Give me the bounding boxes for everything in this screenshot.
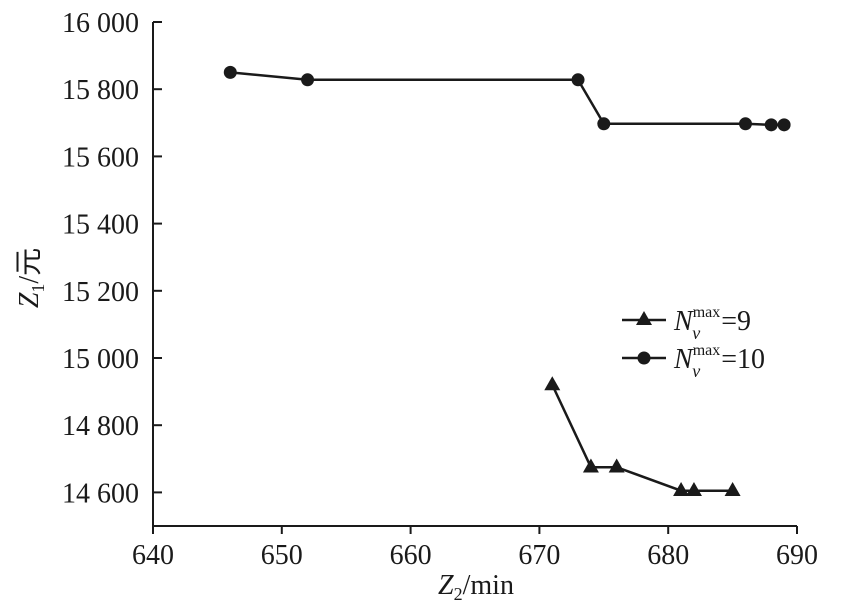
- data-point-circle: [597, 117, 611, 131]
- data-point-circle: [301, 73, 315, 87]
- series-line: [551, 384, 733, 492]
- y-axis-ticks: 14 600 14 800 15 000 15 200 15 400 15 600 15 8…: [62, 8, 162, 509]
- y-tick-label: 15 800: [62, 75, 139, 106]
- y-tick-label: 15 200: [62, 277, 139, 308]
- data-point-triangle: [544, 376, 561, 391]
- series-layer: [223, 65, 791, 497]
- y-tick-label: 14 600: [62, 478, 139, 509]
- legend-marker-circle: [637, 351, 651, 365]
- legend: Nmax v =9 Nmax v =10: [622, 304, 765, 381]
- y-axis-label: Z1/元: [14, 248, 48, 308]
- y-tick-label: 16 000: [62, 8, 139, 39]
- data-point-circle: [777, 118, 791, 132]
- legend-label-series-1: Nmax v =9: [673, 304, 751, 343]
- legend-item-series-1: Nmax v =9: [622, 304, 751, 343]
- data-point-triangle: [582, 458, 599, 473]
- series-1: [544, 376, 741, 497]
- data-point-triangle: [673, 482, 690, 497]
- x-tick-label: 650: [261, 540, 303, 571]
- series-2: [223, 65, 791, 132]
- legend-item-series-2: Nmax v =10: [622, 342, 765, 381]
- data-point-triangle: [724, 482, 741, 497]
- y-tick-label: 14 800: [62, 411, 139, 442]
- data-point-circle: [764, 118, 778, 132]
- x-axis-label: Z2/min: [438, 570, 514, 604]
- x-tick-label: 660: [390, 540, 432, 571]
- y-tick-label: 15 600: [62, 142, 139, 173]
- legend-marker-triangle: [636, 311, 652, 325]
- x-tick-label: 670: [518, 540, 560, 571]
- x-tick-label: 640: [132, 540, 174, 571]
- x-axis-ticks: 640 650 660 670 680 690: [132, 526, 818, 571]
- y-tick-label: 15 400: [62, 210, 139, 241]
- axes: [152, 22, 797, 527]
- data-point-circle: [223, 65, 237, 79]
- data-point-triangle: [685, 482, 702, 497]
- data-point-circle: [571, 73, 585, 87]
- data-point-circle: [738, 117, 752, 131]
- legend-label-series-2: Nmax v =10: [673, 342, 765, 381]
- data-point-triangle: [608, 458, 625, 473]
- y-tick-label: 15 000: [62, 344, 139, 375]
- x-tick-label: 690: [776, 540, 818, 571]
- x-tick-label: 680: [647, 540, 689, 571]
